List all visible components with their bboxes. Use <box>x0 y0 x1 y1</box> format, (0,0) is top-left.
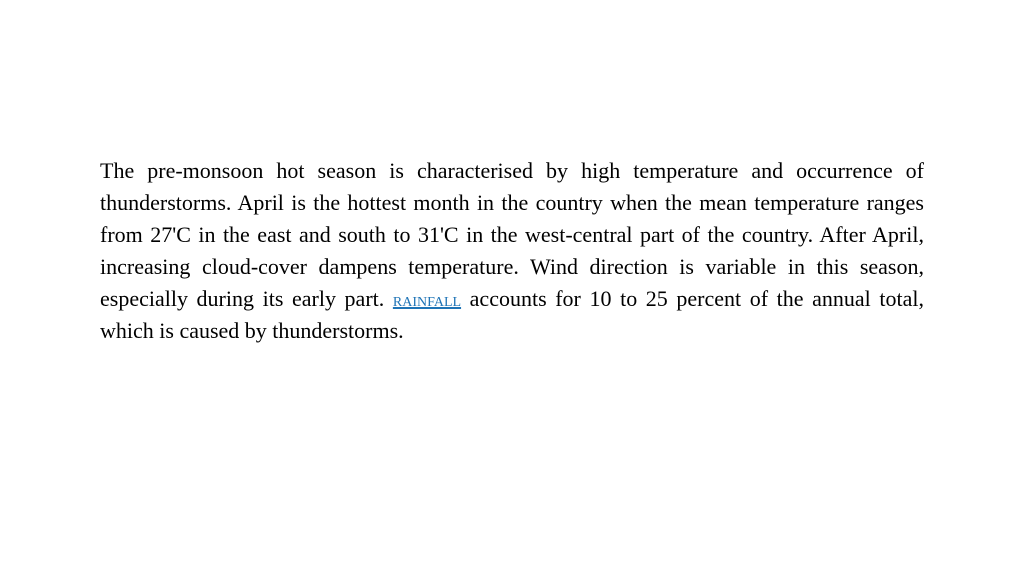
paragraph-container: The pre-monsoon hot season is characteri… <box>100 155 924 346</box>
rainfall-link[interactable]: rainfall <box>393 289 461 311</box>
